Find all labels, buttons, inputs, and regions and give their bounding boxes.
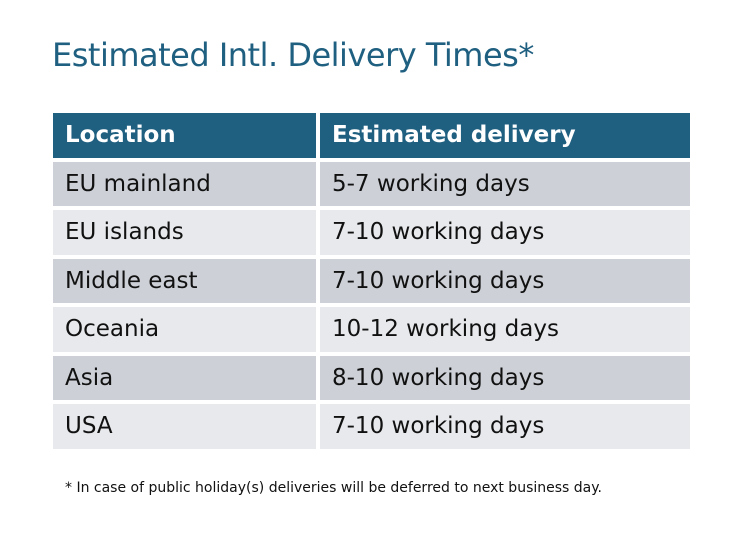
table-row: Middle east 7-10 working days [53, 258, 690, 303]
delivery-cell: 5-7 working days [320, 161, 690, 206]
location-cell: Oceania [53, 307, 316, 352]
delivery-cell: 7-10 working days [320, 404, 690, 449]
table-row: EU islands 7-10 working days [53, 210, 690, 255]
delivery-table: Location Estimated delivery EU mainland … [53, 113, 690, 453]
page-title: Estimated Intl. Delivery Times* [52, 36, 534, 74]
delivery-cell: 7-10 working days [320, 210, 690, 255]
delivery-cell: 10-12 working days [320, 307, 690, 352]
table-row: USA 7-10 working days [53, 404, 690, 449]
delivery-cell: 8-10 working days [320, 355, 690, 400]
location-cell: Asia [53, 355, 316, 400]
location-cell: EU mainland [53, 161, 316, 206]
delivery-cell: 7-10 working days [320, 258, 690, 303]
location-cell: USA [53, 404, 316, 449]
table-row: Oceania 10-12 working days [53, 307, 690, 352]
location-cell: EU islands [53, 210, 316, 255]
header-estimated-delivery: Estimated delivery [320, 113, 690, 158]
table-row: Asia 8-10 working days [53, 355, 690, 400]
location-cell: Middle east [53, 258, 316, 303]
footnote: * In case of public holiday(s) deliverie… [65, 480, 602, 496]
table-row: EU mainland 5-7 working days [53, 161, 690, 206]
header-location: Location [53, 113, 316, 158]
table-header-row: Location Estimated delivery [53, 113, 690, 158]
